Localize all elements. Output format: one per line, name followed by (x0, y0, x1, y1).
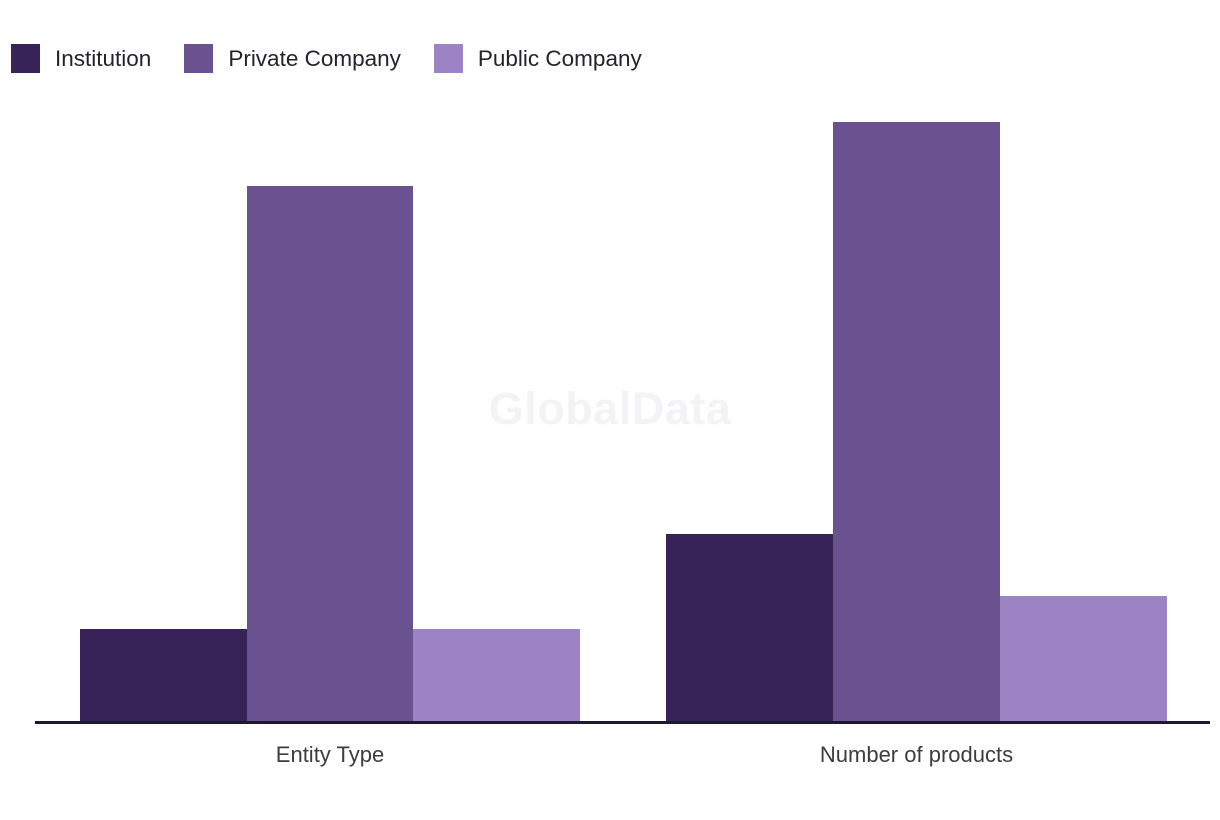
bar-private-company[interactable] (246, 186, 414, 722)
bar-public-company[interactable] (1000, 596, 1167, 722)
x-axis-label-entity-type: Entity Type (275, 742, 385, 767)
legend-item-public-company[interactable]: Public Company (433, 44, 642, 73)
legend-label-institution: Institution (55, 46, 152, 71)
legend-swatch-private-company (184, 44, 214, 73)
bar-group-entity-type (80, 186, 581, 722)
x-axis-line (35, 721, 1210, 724)
bar-institution[interactable] (80, 629, 247, 722)
legend-label-public-company: Public Company (477, 46, 642, 71)
legend-item-private-company[interactable]: Private Company (184, 44, 401, 73)
legend-item-institution[interactable]: Institution (11, 44, 151, 73)
x-axis-label-number-of-products: Number of products (819, 742, 1014, 767)
bar-institution[interactable] (666, 534, 833, 722)
bar-group-number-of-products (666, 122, 1167, 722)
bar-private-company[interactable] (833, 122, 1000, 722)
legend-swatch-institution (11, 44, 40, 73)
legend: Institution Private Company Public Compa… (11, 44, 642, 73)
legend-swatch-public-company (433, 44, 463, 73)
legend-label-private-company: Private Company (228, 46, 401, 71)
bar-public-company[interactable] (413, 629, 581, 722)
